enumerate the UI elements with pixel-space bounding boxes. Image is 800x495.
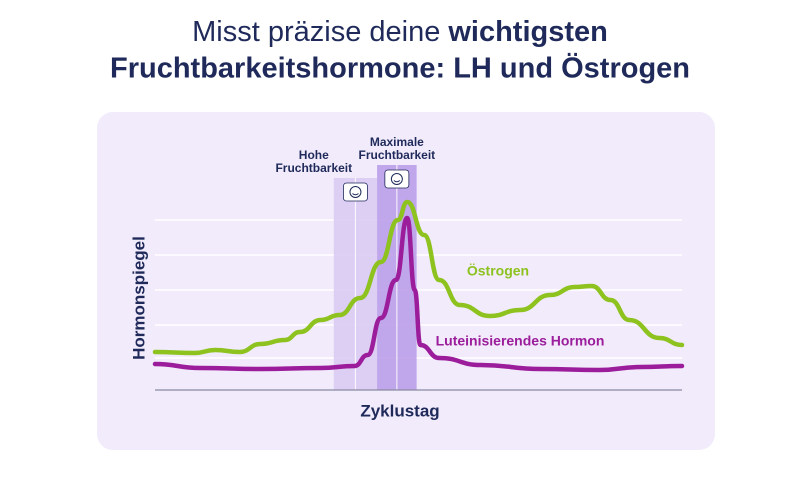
y-axis-label: Hormonspiegel <box>129 236 148 360</box>
icon-box <box>384 169 410 189</box>
series-line <box>152 215 685 373</box>
icon-face <box>390 173 403 185</box>
band-label: Fruchtbarkeit <box>359 148 436 162</box>
icon-box <box>343 182 368 202</box>
title-line-2: Fruchtbarkeitshormone: LH und Östrogen <box>110 52 690 85</box>
title-part: wichtigsten <box>447 16 608 48</box>
smiley-icon <box>343 182 368 202</box>
smiley-icon <box>384 169 410 189</box>
icon-smile <box>352 193 359 196</box>
series-label: Luteinisierendes Hormon <box>436 333 605 349</box>
band-label: Fruchtbarkeit <box>275 161 352 175</box>
icon-face <box>349 186 362 198</box>
band-label: Maximale <box>370 135 424 149</box>
band-label: Hohe <box>299 148 329 162</box>
title-line-1: Misst präzise deine wichtigsten <box>192 16 608 48</box>
icon-smile <box>393 180 401 183</box>
x-axis-label: Zyklustag <box>360 401 439 420</box>
series-line <box>152 199 685 356</box>
series-label: Östrogen <box>467 263 529 279</box>
plot <box>152 165 685 390</box>
title-part: Misst präzise deine <box>192 16 440 48</box>
